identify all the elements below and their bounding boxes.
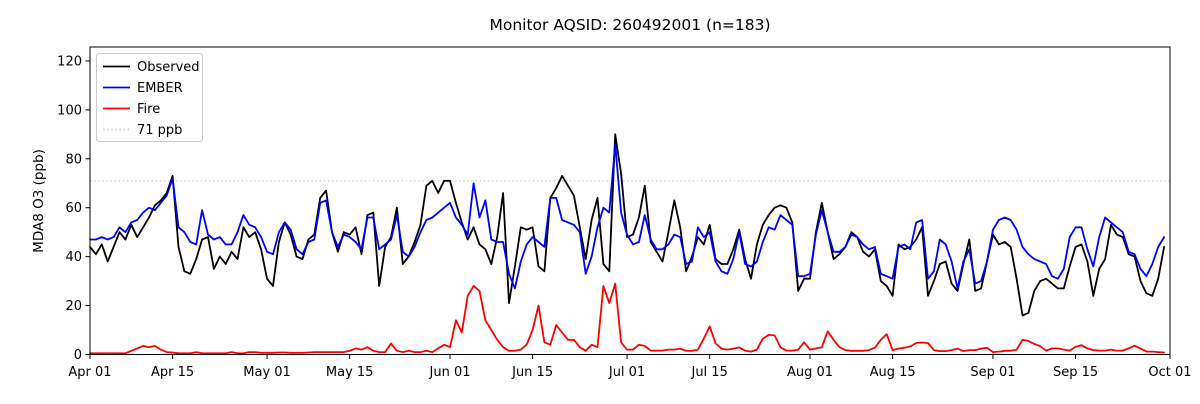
x-tick-label: Jul 15 <box>690 365 727 380</box>
legend-label-fire: Fire <box>137 102 160 117</box>
series-line-fire <box>89 282 1165 355</box>
y-tick-label: 120 <box>57 54 82 69</box>
plot-border <box>89 46 1171 355</box>
x-tick-label: Aug 01 <box>787 365 833 380</box>
x-tick-label: May 15 <box>326 365 374 380</box>
x-tick-label: May 01 <box>243 365 291 380</box>
y-axis-label: MDA8 O3 (ppb) <box>31 149 47 253</box>
x-tick-label: Sep 01 <box>970 365 1015 380</box>
x-tick-label: Aug 15 <box>870 365 916 380</box>
y-tick-label: 80 <box>65 152 82 167</box>
x-tick-label: Apr 15 <box>151 365 194 380</box>
legend-label-observed: Observed <box>137 60 200 75</box>
legend: Observed EMBER Fire 71 ppb <box>96 53 203 142</box>
x-tick-label: Sep 15 <box>1053 365 1098 380</box>
x-tick-label: Oct 01 <box>1148 365 1191 380</box>
y-tick-label: 20 <box>65 299 82 314</box>
legend-label-71-ppb: 71 ppb <box>137 123 182 138</box>
legend-label-ember: EMBER <box>137 81 183 96</box>
y-tick-label: 100 <box>57 103 82 118</box>
x-tick-label: Jun 01 <box>429 365 471 380</box>
x-tick-label: Jul 01 <box>608 365 645 380</box>
y-tick-label: 40 <box>65 250 82 265</box>
axes-layer: Apr 01 Apr 15 May 01 May 15 Jun 01 Jun 15 Jul … <box>57 46 1192 380</box>
y-tick-label: 60 <box>65 201 82 216</box>
chart-title: Monitor AQSID: 260492001 (n=183) <box>489 16 770 34</box>
y-tick-label: 0 <box>74 348 82 363</box>
legend-box <box>96 53 203 142</box>
x-tick-label: Jun 15 <box>511 365 553 380</box>
series-layer <box>89 133 1165 355</box>
series-line-ember <box>89 143 1165 290</box>
x-tick-label: Apr 01 <box>68 365 111 380</box>
